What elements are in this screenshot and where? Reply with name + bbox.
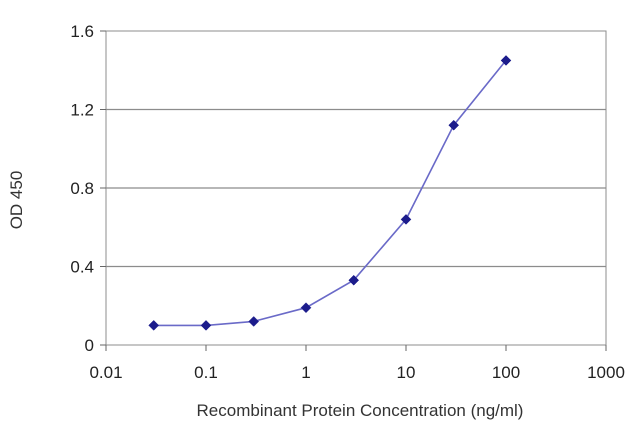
data-point — [200, 320, 212, 331]
data-point — [300, 302, 312, 314]
x-axis-title: Recombinant Protein Concentration (ng/ml… — [197, 401, 524, 420]
x-tick-label: 0.01 — [89, 363, 122, 382]
x-tick-label: 10 — [397, 363, 416, 382]
y-tick-label: 1.2 — [70, 101, 94, 120]
data-point — [448, 119, 460, 131]
grid-lines — [106, 108, 606, 268]
data-point — [400, 214, 412, 225]
x-tick-labels: 0.01 0.1 1 10 100 1000 — [89, 363, 624, 382]
series-layer — [148, 55, 512, 331]
x-tick-label: 1000 — [587, 363, 625, 382]
y-tick-label: 0.4 — [70, 258, 94, 277]
x-tick-label: 0.1 — [194, 363, 218, 382]
y-tick-label: 0 — [85, 336, 94, 355]
y-axis-title: OD 450 — [7, 171, 26, 230]
x-tick-label: 1 — [301, 363, 310, 382]
y-tick-label: 1.6 — [70, 22, 94, 41]
data-point — [500, 55, 512, 66]
y-tick-labels: 0 0.4 0.8 1.2 1.6 — [70, 22, 94, 355]
y-tick-label: 0.8 — [70, 179, 94, 198]
y-tick-marks — [100, 30, 106, 346]
data-point — [148, 320, 160, 331]
series-line — [153, 59, 507, 327]
data-point — [348, 274, 360, 286]
data-point — [248, 316, 260, 327]
x-tick-label: 100 — [492, 363, 520, 382]
x-tick-marks — [105, 345, 607, 351]
